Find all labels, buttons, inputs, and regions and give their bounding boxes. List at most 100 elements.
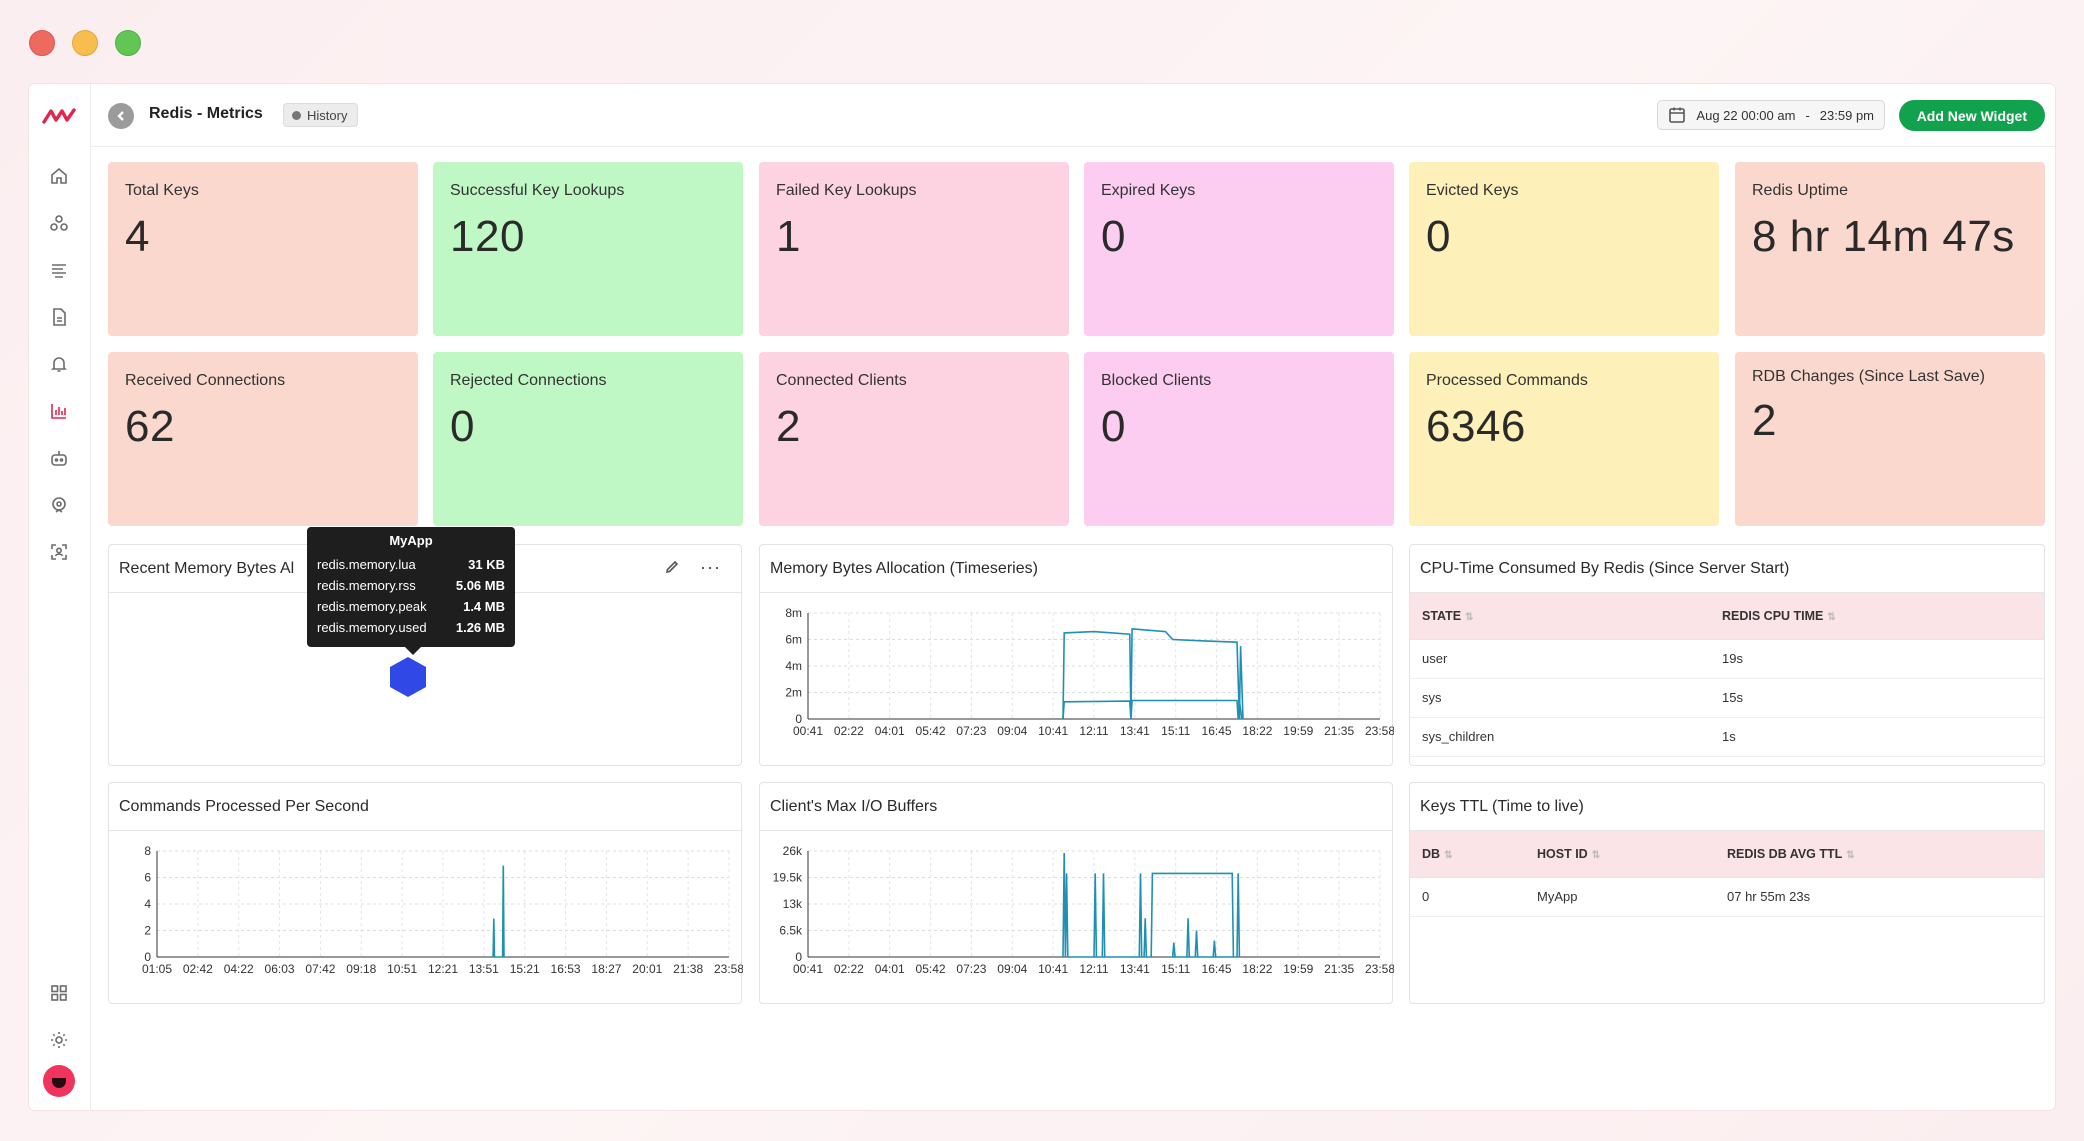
tooltip-metric-name: redis.memory.lua: [317, 557, 416, 572]
stat-card-label: Blocked Clients: [1101, 372, 1212, 389]
logs-icon[interactable]: [45, 256, 73, 284]
x-tick-label: 18:27: [591, 962, 621, 976]
stat-card-processed-commands[interactable]: Processed Commands 6346: [1409, 352, 1719, 526]
x-tick-label: 13:41: [1120, 962, 1150, 976]
cell-avg-ttl: 07 hr 55m 23s: [1715, 877, 2044, 917]
host-hexagon-marker[interactable]: [388, 655, 428, 699]
dashboard-chart-icon[interactable]: [45, 397, 73, 425]
sort-icon[interactable]: ⇅: [1591, 849, 1601, 861]
memory-timeseries-chart[interactable]: 0 2m 4m 6m 8m 00:41 02:22 04:01 05:42 07:23 09:04 1…: [760, 593, 1394, 765]
column-header-state[interactable]: STATE ⇅: [1410, 593, 1710, 640]
io-buffers-chart[interactable]: 0 6.5k 13k 19.5k 26k 00:41 02:22 04:01 05:42 07:2…: [760, 831, 1394, 1003]
column-header-host-id[interactable]: HOST ID ⇅: [1525, 831, 1715, 878]
top-bar: Redis - Metrics History Aug 22 00:00 am …: [91, 84, 2055, 147]
cell-db: 0: [1410, 877, 1525, 917]
date-separator: -: [1805, 107, 1810, 123]
alert-bell-icon[interactable]: [45, 350, 73, 378]
panel-keys-ttl: Keys TTL (Time to live) DB ⇅ HOST ID ⇅ RED…: [1409, 782, 2045, 1004]
cell-host-id: MyApp: [1525, 877, 1715, 917]
column-header-db[interactable]: DB ⇅: [1410, 831, 1525, 878]
minimize-window-button[interactable]: [72, 30, 98, 56]
document-icon[interactable]: [45, 303, 73, 331]
x-tick-label: 19:59: [1283, 962, 1313, 976]
x-tick-label: 15:21: [510, 962, 540, 976]
stat-card-value: 8 hr 14m 47s: [1752, 212, 2015, 261]
stat-card-value: 62: [125, 402, 175, 451]
window-controls: [29, 30, 141, 56]
x-tick-label: 18:22: [1242, 962, 1272, 976]
sort-icon[interactable]: ⇅: [1846, 849, 1855, 861]
panel-title: Memory Bytes Allocation (Timeseries): [760, 545, 1392, 593]
x-tick-label: 20:01: [632, 962, 662, 976]
column-header-avg-ttl[interactable]: REDIS DB AVG TTL ⇅: [1715, 831, 2044, 878]
stat-card-rdb-changes[interactable]: RDB Changes (Since Last Save) 2: [1735, 352, 2045, 526]
tooltip-row: redis.memory.used 1.26 MB: [317, 617, 505, 638]
x-tick-label: 10:41: [1038, 724, 1068, 738]
sort-icon[interactable]: ⇅: [1465, 611, 1474, 623]
stat-card-label: Connected Clients: [776, 372, 907, 389]
settings-icon[interactable]: [45, 1026, 73, 1054]
stat-card-label: Rejected Connections: [450, 372, 607, 389]
stat-card-connected-clients[interactable]: Connected Clients 2: [759, 352, 1069, 526]
x-tick-label: 07:23: [956, 962, 986, 976]
stat-card-label: Processed Commands: [1426, 372, 1588, 389]
stat-card-total-keys[interactable]: Total Keys 4: [108, 162, 418, 336]
x-tick-label: 07:23: [956, 724, 986, 738]
back-button[interactable]: [108, 103, 134, 129]
x-tick-label: 10:41: [1038, 962, 1068, 976]
tooltip-metric-name: redis.memory.rss: [317, 578, 416, 593]
x-tick-label: 06:03: [265, 962, 295, 976]
panel-cpu-time: CPU-Time Consumed By Redis (Since Server…: [1409, 544, 2045, 766]
x-tick-label: 12:11: [1079, 724, 1108, 738]
x-tick-label: 12:11: [1079, 962, 1108, 976]
stat-card-evicted-keys[interactable]: Evicted Keys 0: [1409, 162, 1719, 336]
middleware-logo[interactable]: [42, 106, 76, 126]
commands-per-second-chart[interactable]: 0 2 4 6 8 01:05 02:42 04:22 06:03 07:42 09:18 10:51…: [109, 831, 743, 1003]
user-scan-icon[interactable]: [45, 538, 73, 566]
sort-icon[interactable]: ⇅: [1444, 849, 1453, 861]
infrastructure-icon[interactable]: [45, 209, 73, 237]
user-avatar[interactable]: [43, 1065, 75, 1097]
x-tick-label: 18:22: [1242, 724, 1272, 738]
stat-card-blocked-clients[interactable]: Blocked Clients 0: [1084, 352, 1394, 526]
x-tick-label: 02:22: [834, 962, 864, 976]
x-tick-label: 21:35: [1324, 962, 1354, 976]
series-line: [1062, 852, 1241, 958]
tooltip-row: redis.memory.lua 31 KB: [317, 554, 505, 575]
add-new-widget-button[interactable]: Add New Widget: [1898, 100, 2045, 131]
table-row: user 19s: [1410, 639, 2044, 679]
y-tick-label: 8m: [785, 606, 802, 620]
edit-pencil-icon[interactable]: [664, 559, 680, 575]
x-tick-label: 21:38: [673, 962, 703, 976]
home-icon[interactable]: [45, 162, 73, 190]
x-tick-label: 07:42: [305, 962, 335, 976]
stat-card-expired-keys[interactable]: Expired Keys 0: [1084, 162, 1394, 336]
support-icon[interactable]: [45, 491, 73, 519]
stat-card-rejected-connections[interactable]: Rejected Connections 0: [433, 352, 743, 526]
more-options-icon[interactable]: ···: [700, 557, 721, 577]
maximize-window-button[interactable]: [115, 30, 141, 56]
x-tick-label: 21:35: [1324, 724, 1354, 738]
series-line: [1062, 628, 1244, 720]
close-window-button[interactable]: [29, 30, 55, 56]
stat-card-value: 0: [1101, 212, 1126, 261]
stat-card-received-connections[interactable]: Received Connections 62: [108, 352, 418, 526]
stat-card-redis-uptime[interactable]: Redis Uptime 8 hr 14m 47s: [1735, 162, 2045, 336]
apps-grid-icon[interactable]: [45, 979, 73, 1007]
date-start: Aug 22 00:00 am: [1696, 107, 1796, 123]
stat-card-value: 0: [450, 402, 475, 451]
date-range-picker[interactable]: Aug 22 00:00 am - 23:59 pm: [1657, 100, 1885, 130]
stat-card-failed-key-lookups[interactable]: Failed Key Lookups 1: [759, 162, 1069, 336]
tooltip-row: redis.memory.rss 5.06 MB: [317, 575, 505, 596]
stat-card-label: RDB Changes (Since Last Save): [1752, 368, 1985, 385]
history-badge[interactable]: History: [283, 103, 359, 127]
sort-icon[interactable]: ⇅: [1827, 611, 1836, 623]
stat-card-successful-key-lookups[interactable]: Successful Key Lookups 120: [433, 162, 743, 336]
bot-icon[interactable]: [45, 444, 73, 472]
x-tick-label: 04:22: [224, 962, 254, 976]
column-header-cpu-time[interactable]: REDIS CPU TIME ⇅: [1710, 593, 2044, 640]
y-tick-label: 19.5k: [773, 871, 803, 885]
y-tick-label: 0: [144, 950, 151, 964]
tooltip-metric-name: redis.memory.used: [317, 620, 427, 635]
x-tick-label: 04:01: [875, 962, 905, 976]
